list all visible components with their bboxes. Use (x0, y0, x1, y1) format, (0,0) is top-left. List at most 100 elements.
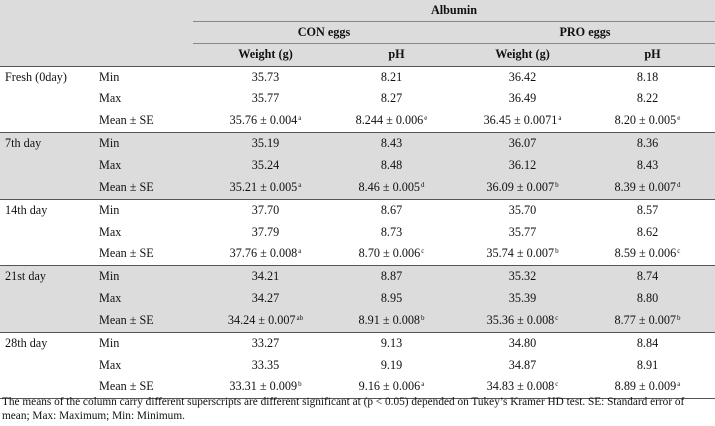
value-cell: 35.70 (455, 199, 590, 222)
cell-value: 8.18 (636, 69, 659, 84)
value-cell: 8.39 ± 0.007d (590, 176, 715, 200)
cell-value: 8.91 ± 0.008 (358, 312, 421, 327)
table-row: Max 33.35 9.19 34.87 8.91 (0, 354, 715, 377)
value-cell: 8.80 (590, 288, 715, 310)
value-cell: 8.22 (590, 88, 715, 111)
significance-superscript: b (421, 313, 425, 322)
significance-superscript: b (555, 247, 559, 256)
significance-superscript: c (677, 247, 681, 256)
value-cell: 8.20 ± 0.005e (590, 110, 715, 134)
cell-value: 8.22 (636, 91, 659, 106)
stat-label: Mean ± SE (97, 176, 193, 200)
significance-superscript: b (555, 180, 559, 189)
cell-value: 8.244 ± 0.006 (355, 113, 424, 128)
value-cell: 35.24 (193, 154, 338, 177)
cell-value: 8.21 (380, 69, 403, 84)
value-cell: 34.80 (455, 332, 590, 355)
cell-value: 34.80 (508, 335, 537, 350)
cell-value: 8.43 (636, 157, 659, 172)
value-cell: 34.24 ± 0.007ab (193, 309, 338, 333)
cell-value: 35.77 (251, 91, 280, 106)
day-label (0, 309, 97, 333)
value-cell: 35.77 (455, 221, 590, 244)
day-label (0, 288, 97, 310)
table-row: Mean ± SE 33.31 ± 0.009b 9.16 ± 0.006a 34.8… (0, 376, 715, 400)
col-con-ph: pH (338, 43, 455, 67)
significance-superscript: a (677, 380, 681, 389)
cell-value: 33.35 (251, 357, 280, 372)
value-cell: 8.91 (590, 354, 715, 377)
cell-value: 8.39 ± 0.007 (614, 179, 677, 194)
cell-value: 8.73 (380, 224, 403, 239)
cell-value: 35.74 ± 0.007 (486, 246, 555, 261)
header-corner-2 (0, 21, 193, 44)
cell-value: 37.76 ± 0.008 (229, 246, 298, 261)
table-row: 21st day Min 34.21 8.87 35.32 8.74 (0, 265, 715, 289)
table-row: Max 35.24 8.48 36.12 8.43 (0, 154, 715, 177)
significance-superscript: ab (296, 313, 304, 322)
value-cell: 8.91 ± 0.008b (338, 309, 455, 333)
value-cell: 36.07 (455, 132, 590, 155)
value-cell: 35.36 ± 0.008c (455, 309, 590, 333)
cell-value: 35.19 (251, 136, 280, 151)
cell-value: 9.16 ± 0.006 (358, 379, 421, 394)
cell-value: 35.76 ± 0.004 (229, 113, 298, 128)
significance-superscript: e (677, 114, 681, 123)
value-cell: 9.16 ± 0.006a (338, 376, 455, 400)
table-row: Max 37.79 8.73 35.77 8.62 (0, 221, 715, 244)
value-cell: 35.39 (455, 288, 590, 310)
col-pro-weight: Weight (g) (455, 43, 590, 67)
cell-value: 36.49 (508, 91, 537, 106)
stat-label: Mean ± SE (97, 376, 193, 400)
day-label (0, 154, 97, 177)
table-row: Max 35.77 8.27 36.49 8.22 (0, 88, 715, 111)
albumin-table: Albumin CON eggs PRO eggs Weight (g) pH … (0, 0, 715, 400)
table-row: 28th day Min 33.27 9.13 34.80 8.84 (0, 332, 715, 355)
value-cell: 34.87 (455, 354, 590, 377)
significance-superscript: a (558, 114, 562, 123)
value-cell: 8.89 ± 0.009a (590, 376, 715, 400)
day-label (0, 221, 97, 244)
day-label (0, 243, 97, 267)
cell-value: 36.07 (508, 136, 537, 151)
cell-value: 35.32 (508, 269, 537, 284)
value-cell: 8.48 (338, 154, 455, 177)
significance-superscript: c (421, 247, 425, 256)
value-cell: 8.95 (338, 288, 455, 310)
value-cell: 8.57 (590, 199, 715, 222)
cell-value: 8.74 (636, 269, 659, 284)
value-cell: 37.76 ± 0.008a (193, 243, 338, 267)
significance-superscript: e (424, 114, 428, 123)
stat-label: Min (97, 66, 193, 89)
value-cell: 8.46 ± 0.005d (338, 176, 455, 200)
significance-superscript: a (298, 114, 302, 123)
value-cell: 33.31 ± 0.009b (193, 376, 338, 400)
value-cell: 35.77 (193, 88, 338, 111)
value-cell: 8.67 (338, 199, 455, 222)
cell-value: 8.67 (380, 202, 403, 217)
cell-value: 8.20 ± 0.005 (614, 113, 677, 128)
cell-value: 8.59 ± 0.006 (614, 246, 677, 261)
value-cell: 35.74 ± 0.007b (455, 243, 590, 267)
stat-label: Min (97, 332, 193, 355)
table-footnote: The means of the column carry different … (2, 396, 685, 422)
cell-value: 8.77 ± 0.007 (614, 312, 677, 327)
cell-value: 34.87 (508, 357, 537, 372)
cell-value: 33.31 ± 0.009 (229, 379, 298, 394)
day-label (0, 110, 97, 134)
cell-value: 36.09 ± 0.007 (486, 179, 555, 194)
stat-label: Min (97, 132, 193, 155)
value-cell: 8.84 (590, 332, 715, 355)
value-cell: 36.45 ± 0.0071a (455, 110, 590, 134)
cell-value: 34.24 ± 0.007 (227, 312, 296, 327)
significance-superscript: b (298, 380, 302, 389)
albumin-heading: Albumin (193, 0, 715, 23)
value-cell: 34.27 (193, 288, 338, 310)
table-body: Fresh (0day) Min 35.73 8.21 36.42 8.18 Max 35.7… (0, 66, 715, 400)
cell-value: 9.13 (380, 335, 403, 350)
value-cell: 36.12 (455, 154, 590, 177)
cell-value: 33.27 (251, 335, 280, 350)
cell-value: 34.21 (251, 269, 280, 284)
value-cell: 35.19 (193, 132, 338, 155)
significance-superscript: b (677, 313, 681, 322)
